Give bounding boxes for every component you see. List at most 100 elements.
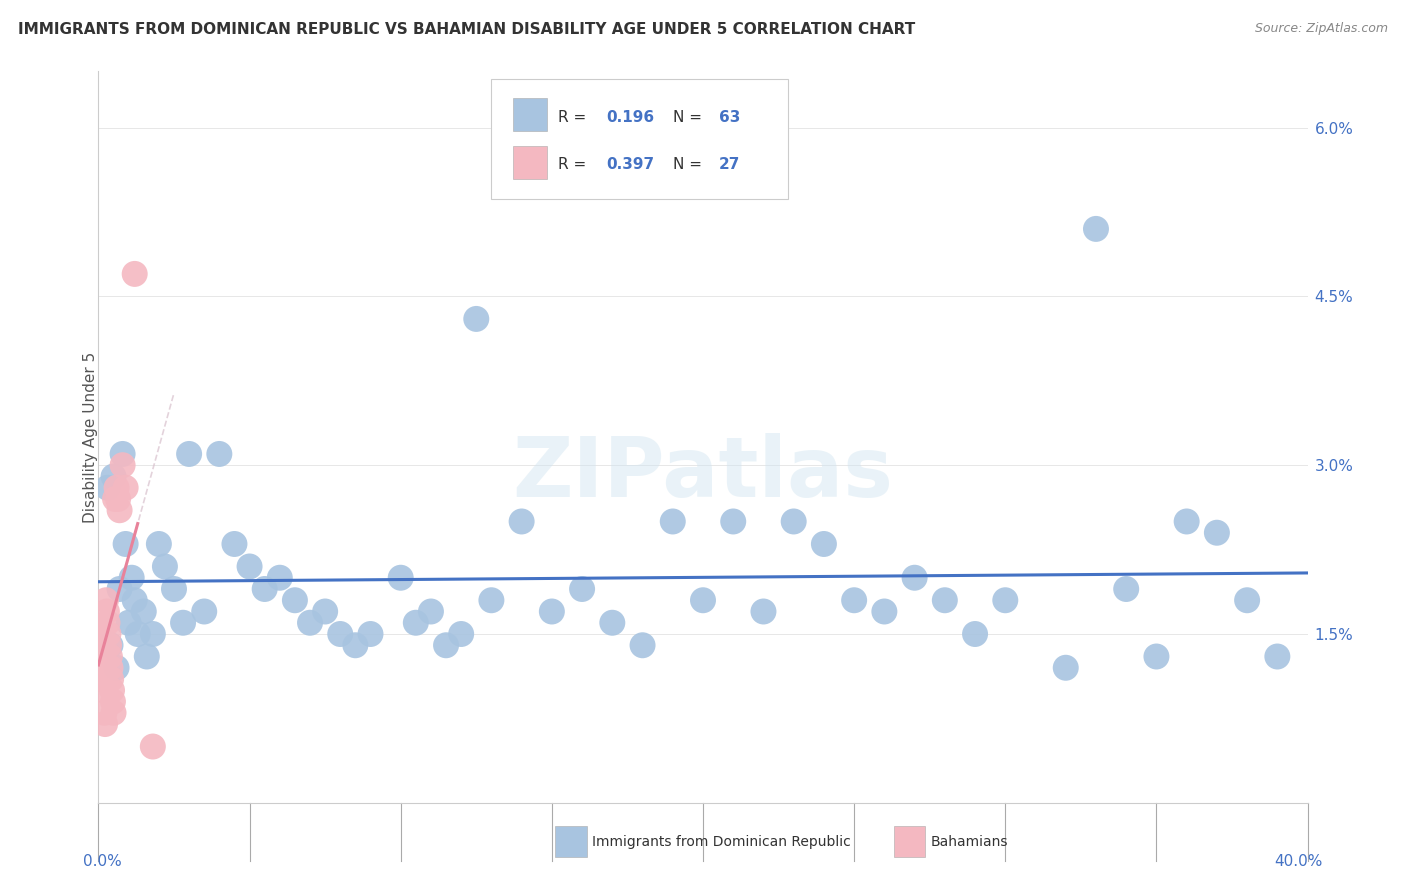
Point (179, 447, 201, 461)
Point (90, 638, 112, 652)
FancyBboxPatch shape (513, 145, 547, 179)
FancyBboxPatch shape (555, 826, 586, 857)
FancyBboxPatch shape (492, 78, 787, 200)
Point (124, 267, 146, 281)
Point (111, 447, 134, 461)
Point (108, 582, 131, 596)
Point (124, 593, 146, 607)
Point (631, 638, 654, 652)
Point (91, 661, 114, 675)
Point (1206, 525, 1229, 540)
Point (101, 694, 124, 708)
Point (135, 649, 157, 664)
Point (163, 582, 186, 596)
Point (118, 615, 141, 630)
Text: Immigrants from Dominican Republic: Immigrants from Dominican Republic (592, 835, 851, 848)
Point (98, 649, 121, 664)
Point (90, 649, 112, 664)
Point (93, 706, 115, 720)
Point (100, 638, 122, 652)
Point (904, 571, 927, 585)
Point (571, 582, 593, 596)
Point (142, 739, 165, 754)
Point (193, 605, 215, 619)
Point (481, 593, 503, 607)
Point (1267, 649, 1289, 664)
Point (723, 515, 745, 529)
Point (783, 515, 806, 529)
Text: 0.0%: 0.0% (83, 854, 122, 869)
Point (873, 605, 896, 619)
Point (692, 593, 714, 607)
FancyBboxPatch shape (513, 98, 547, 131)
Point (153, 559, 176, 574)
Point (1146, 649, 1168, 664)
Point (103, 469, 125, 483)
Text: IMMIGRANTS FROM DOMINICAN REPUBLIC VS BAHAMIAN DISABILITY AGE UNDER 5 CORRELATIO: IMMIGRANTS FROM DOMINICAN REPUBLIC VS BA… (18, 22, 915, 37)
Point (1115, 582, 1137, 596)
Point (1054, 661, 1077, 675)
Point (89, 627, 111, 641)
Point (284, 593, 307, 607)
Point (108, 503, 131, 517)
Point (329, 627, 352, 641)
Point (661, 515, 683, 529)
Point (91, 672, 114, 686)
Point (93, 683, 115, 698)
Text: 0.397: 0.397 (606, 158, 654, 172)
Text: 0.196: 0.196 (606, 110, 654, 125)
Point (105, 661, 128, 675)
Point (465, 312, 488, 326)
Point (540, 605, 562, 619)
Point (405, 615, 427, 630)
Point (389, 571, 412, 585)
Point (510, 515, 533, 529)
Text: ZIPatlas: ZIPatlas (513, 434, 893, 514)
Point (434, 638, 457, 652)
Point (103, 706, 125, 720)
Point (934, 593, 956, 607)
Point (314, 605, 336, 619)
Point (420, 605, 443, 619)
Point (269, 571, 291, 585)
Point (239, 559, 262, 574)
Y-axis label: Disability Age Under 5: Disability Age Under 5 (83, 351, 97, 523)
Text: R =: R = (558, 110, 591, 125)
Point (94, 717, 117, 731)
Point (96, 615, 118, 630)
Point (121, 571, 143, 585)
Text: Bahamians: Bahamians (931, 835, 1008, 848)
Point (844, 593, 866, 607)
Point (1085, 222, 1108, 236)
Point (752, 605, 775, 619)
Point (253, 582, 276, 596)
Text: R =: R = (558, 158, 591, 172)
Text: 63: 63 (718, 110, 740, 125)
Point (602, 615, 624, 630)
Point (299, 615, 322, 630)
FancyBboxPatch shape (894, 826, 925, 857)
Text: 27: 27 (718, 158, 740, 172)
Point (114, 481, 136, 495)
Point (94, 593, 117, 607)
Point (97, 627, 120, 641)
Point (96, 481, 118, 495)
Point (98, 638, 121, 652)
Point (100, 672, 122, 686)
Point (104, 491, 127, 506)
Point (450, 627, 472, 641)
Point (965, 627, 987, 641)
Text: N =: N = (673, 110, 707, 125)
Point (994, 593, 1017, 607)
Point (100, 661, 122, 675)
Point (111, 458, 134, 473)
Point (96, 605, 118, 619)
Point (208, 447, 231, 461)
Text: Source: ZipAtlas.com: Source: ZipAtlas.com (1254, 22, 1388, 36)
Text: N =: N = (673, 158, 707, 172)
Point (224, 537, 246, 551)
Point (1236, 593, 1258, 607)
Point (107, 491, 129, 506)
Point (813, 537, 835, 551)
Point (132, 605, 155, 619)
